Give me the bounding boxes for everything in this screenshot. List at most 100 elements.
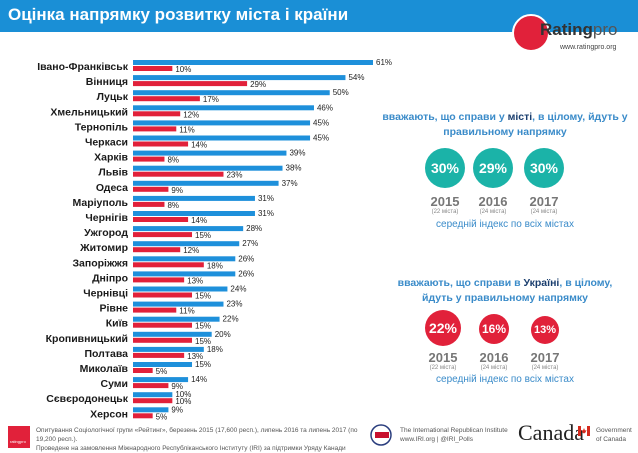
logo-brand-main: Rating: [540, 20, 593, 39]
country-note-2017: (24 міста): [531, 365, 559, 371]
bar-country-value: 9%: [171, 382, 183, 391]
bar-country: [133, 186, 169, 192]
bar-country-value: 29%: [250, 80, 266, 89]
city-label: Миколаїв: [80, 363, 129, 375]
city-label: Запоріжжя: [72, 257, 128, 269]
city-label: Чернігів: [85, 212, 128, 224]
bar-country: [133, 111, 181, 117]
city-label: Вінниця: [86, 76, 128, 88]
city-year-2016: 2016: [478, 194, 508, 209]
bar-country-value: 12%: [183, 246, 199, 255]
bar-country: [133, 66, 173, 71]
bar-2017: [133, 316, 220, 322]
bar-2017: [133, 90, 330, 96]
country-note-2015: (22 міста): [429, 365, 457, 371]
city-circle-2015: 30%: [425, 148, 465, 188]
bar-2017: [133, 180, 279, 186]
gov-line-2: of Canada: [596, 436, 626, 443]
city-label: Чернівці: [83, 288, 128, 300]
city-label: Черкаси: [85, 137, 128, 149]
bar-2017-value: 14%: [191, 375, 207, 384]
city-heading: вважають, що справи у місті, в цілому, й…: [382, 110, 628, 140]
bar-2017: [133, 346, 204, 352]
city-label: Одеса: [96, 182, 128, 194]
bar-country-value: 11%: [179, 307, 194, 316]
bar-2017-value: 54%: [348, 73, 364, 82]
logo-brand-suffix: pro: [592, 20, 618, 39]
city-note-2015: (22 міста): [431, 209, 459, 215]
bar-country: [133, 126, 177, 132]
bar-2017-value: 46%: [317, 103, 333, 112]
bar-2017-value: 20%: [215, 330, 231, 339]
bar-country-value: 14%: [191, 216, 207, 225]
bar-country: [133, 232, 193, 238]
bar-country: [133, 413, 153, 419]
bar-2017-value: 31%: [258, 194, 274, 203]
bar-country-value: 11%: [179, 125, 194, 134]
bar-country-value: 13%: [187, 352, 203, 361]
bar-country-value: 15%: [195, 337, 211, 346]
city-label: Ужгород: [84, 227, 128, 239]
bar-country-value: 23%: [226, 171, 242, 180]
footer: ratingpro Опитування Соціологічної групи…: [0, 420, 638, 452]
bar-country: [133, 322, 193, 328]
bar-country: [133, 383, 169, 389]
city-heading-bold: місті: [507, 111, 533, 123]
bar-country-value: 10%: [175, 397, 191, 406]
bar-2017: [133, 271, 236, 277]
footer-line-1: Опитування Соціологічної групи «Рейтинг»…: [36, 427, 358, 443]
city-label: Суми: [100, 378, 128, 390]
bar-2017-value: 22%: [223, 315, 239, 324]
city-note-2017: (24 міста): [530, 209, 558, 215]
bar-2017: [133, 75, 346, 81]
city-avg-label: середній індекс по всіх містах: [436, 219, 574, 230]
bar-country-value: 14%: [191, 141, 207, 150]
footer-source-text: Опитування Соціологічної групи «Рейтинг»…: [36, 426, 366, 453]
bar-2017: [133, 362, 193, 367]
bar-country-value: 15%: [195, 322, 211, 331]
logo-circle-icon: [512, 14, 550, 52]
bar-2017-value: 27%: [242, 239, 258, 248]
footer-line-2: Проведене на замовлення Міжнародного Рес…: [36, 445, 346, 452]
bar-country: [133, 277, 185, 283]
city-year-2017: 2017: [529, 194, 559, 209]
bar-chart: Івано-Франківськ 61% 10% Вінниця 54% 29% Луцьк…: [37, 58, 392, 420]
city-circle-2016: 29%: [473, 148, 513, 188]
city-note-2016: (24 міста): [479, 209, 507, 215]
bar-country-value: 8%: [167, 156, 179, 165]
country-circle-2017: 13%: [531, 316, 559, 344]
country-avg-label: середній індекс по всіх містах: [436, 374, 574, 385]
ratingpro-logo[interactable]: Ratingpro www.ratingpro.org: [510, 14, 632, 64]
city-circle-2017: 30%: [524, 148, 564, 188]
city-label: Полтава: [84, 348, 128, 360]
country-heading-pre: вважають, що справи в: [397, 277, 524, 289]
city-heading-post: , в цілому, йдуть у правильному напрямку: [443, 111, 628, 138]
city-label: Херсон: [90, 408, 128, 420]
country-circle-2016: 16%: [479, 314, 509, 344]
bar-country-value: 17%: [203, 95, 219, 104]
city-label: Рівне: [99, 303, 128, 315]
bar-2017: [133, 60, 373, 65]
bar-country: [133, 352, 185, 358]
bar-country-value: 18%: [207, 261, 223, 270]
country-note-2016: (24 міста): [480, 365, 508, 371]
country-year-2015: 2015: [428, 350, 458, 365]
bar-2017-value: 38%: [286, 164, 302, 173]
bar-2017-value: 18%: [207, 345, 223, 354]
logo-text: Ratingpro: [540, 20, 617, 40]
bar-2017: [133, 105, 314, 111]
bar-country-value: 13%: [187, 276, 203, 285]
city-label: Луцьк: [97, 91, 129, 103]
bar-country: [133, 171, 224, 177]
gov-line-1: Government: [596, 427, 632, 434]
bar-2017: [133, 377, 189, 383]
iri-line-2[interactable]: www.IRI.org | @IRI_Polls: [400, 436, 473, 443]
bar-2017: [133, 226, 244, 232]
bar-2017-value: 61%: [376, 58, 392, 67]
bar-country: [133, 262, 204, 268]
city-label: Івано-Франківськ: [37, 61, 129, 73]
bar-country-value: 12%: [183, 110, 199, 119]
bar-2017-value: 23%: [226, 300, 242, 309]
city-label: Маріуполь: [72, 197, 128, 209]
logo-url[interactable]: www.ratingpro.org: [560, 44, 617, 51]
